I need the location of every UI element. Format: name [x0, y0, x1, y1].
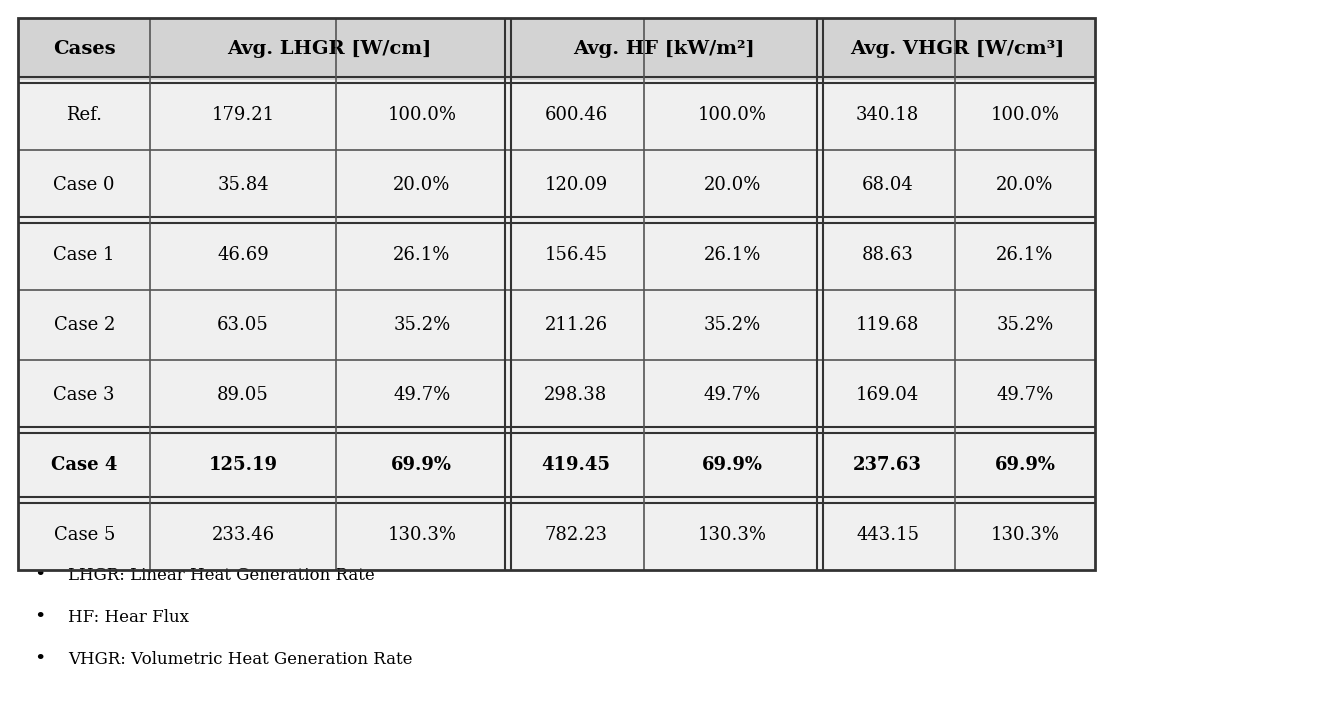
- Text: 130.3%: 130.3%: [698, 526, 766, 544]
- Text: 600.46: 600.46: [545, 106, 607, 124]
- Bar: [17, 18, 1095, 570]
- Text: 237.63: 237.63: [853, 456, 922, 474]
- Text: 35.2%: 35.2%: [996, 316, 1053, 334]
- Text: 100.0%: 100.0%: [698, 106, 766, 124]
- Text: 69.9%: 69.9%: [995, 456, 1056, 474]
- Text: 26.1%: 26.1%: [394, 246, 451, 264]
- Text: 63.05: 63.05: [218, 316, 268, 334]
- Text: 68.04: 68.04: [862, 176, 913, 194]
- Text: 69.9%: 69.9%: [391, 456, 453, 474]
- Text: 26.1%: 26.1%: [996, 246, 1053, 264]
- Bar: [17, 360, 1095, 430]
- Text: •: •: [35, 566, 45, 584]
- Text: Case 0: Case 0: [53, 176, 115, 194]
- Text: 419.45: 419.45: [542, 456, 610, 474]
- Text: 100.0%: 100.0%: [991, 106, 1060, 124]
- Text: 35.84: 35.84: [218, 176, 268, 194]
- Text: LHGR: Linear Heat Generation Rate: LHGR: Linear Heat Generation Rate: [68, 567, 375, 583]
- Bar: [17, 290, 1095, 360]
- Text: Ref.: Ref.: [67, 106, 103, 124]
- Bar: [17, 150, 1095, 220]
- Text: Cases: Cases: [53, 40, 116, 58]
- Text: 340.18: 340.18: [856, 106, 920, 124]
- Text: 88.63: 88.63: [861, 246, 913, 264]
- Bar: [17, 220, 1095, 290]
- Text: 20.0%: 20.0%: [704, 176, 761, 194]
- Text: 233.46: 233.46: [211, 526, 275, 544]
- Text: Avg. VHGR [W/cm³]: Avg. VHGR [W/cm³]: [850, 40, 1065, 58]
- Bar: [17, 500, 1095, 570]
- Bar: [17, 80, 1095, 150]
- Text: 179.21: 179.21: [211, 106, 275, 124]
- Text: 35.2%: 35.2%: [394, 316, 450, 334]
- Bar: [17, 18, 1095, 80]
- Text: 156.45: 156.45: [545, 246, 607, 264]
- Text: 169.04: 169.04: [856, 386, 920, 404]
- Text: 443.15: 443.15: [856, 526, 920, 544]
- Text: VHGR: Volumetric Heat Generation Rate: VHGR: Volumetric Heat Generation Rate: [68, 650, 413, 668]
- Text: 782.23: 782.23: [545, 526, 607, 544]
- Text: 49.7%: 49.7%: [704, 386, 761, 404]
- Text: 125.19: 125.19: [208, 456, 278, 474]
- Bar: [17, 430, 1095, 500]
- Text: Case 5: Case 5: [53, 526, 115, 544]
- Text: 298.38: 298.38: [545, 386, 607, 404]
- Text: 20.0%: 20.0%: [996, 176, 1053, 194]
- Text: 35.2%: 35.2%: [704, 316, 761, 334]
- Text: Case 2: Case 2: [53, 316, 115, 334]
- Text: 130.3%: 130.3%: [387, 526, 457, 544]
- Text: Case 4: Case 4: [51, 456, 117, 474]
- Text: 26.1%: 26.1%: [704, 246, 761, 264]
- Text: 49.7%: 49.7%: [996, 386, 1053, 404]
- Text: 20.0%: 20.0%: [394, 176, 451, 194]
- Text: Avg. HF [kW/m²]: Avg. HF [kW/m²]: [573, 40, 756, 58]
- Text: Avg. LHGR [W/cm]: Avg. LHGR [W/cm]: [227, 40, 431, 58]
- Text: 49.7%: 49.7%: [394, 386, 450, 404]
- Text: 89.05: 89.05: [218, 386, 268, 404]
- Text: 100.0%: 100.0%: [387, 106, 457, 124]
- Text: •: •: [35, 650, 45, 668]
- Text: 46.69: 46.69: [218, 246, 268, 264]
- Text: 69.9%: 69.9%: [702, 456, 762, 474]
- Text: Case 1: Case 1: [53, 246, 115, 264]
- Text: 211.26: 211.26: [545, 316, 607, 334]
- Text: 120.09: 120.09: [545, 176, 607, 194]
- Text: 119.68: 119.68: [856, 316, 920, 334]
- Text: •: •: [35, 608, 45, 626]
- Text: HF: Hear Flux: HF: Hear Flux: [68, 609, 190, 626]
- Text: Case 3: Case 3: [53, 386, 115, 404]
- Text: 130.3%: 130.3%: [991, 526, 1060, 544]
